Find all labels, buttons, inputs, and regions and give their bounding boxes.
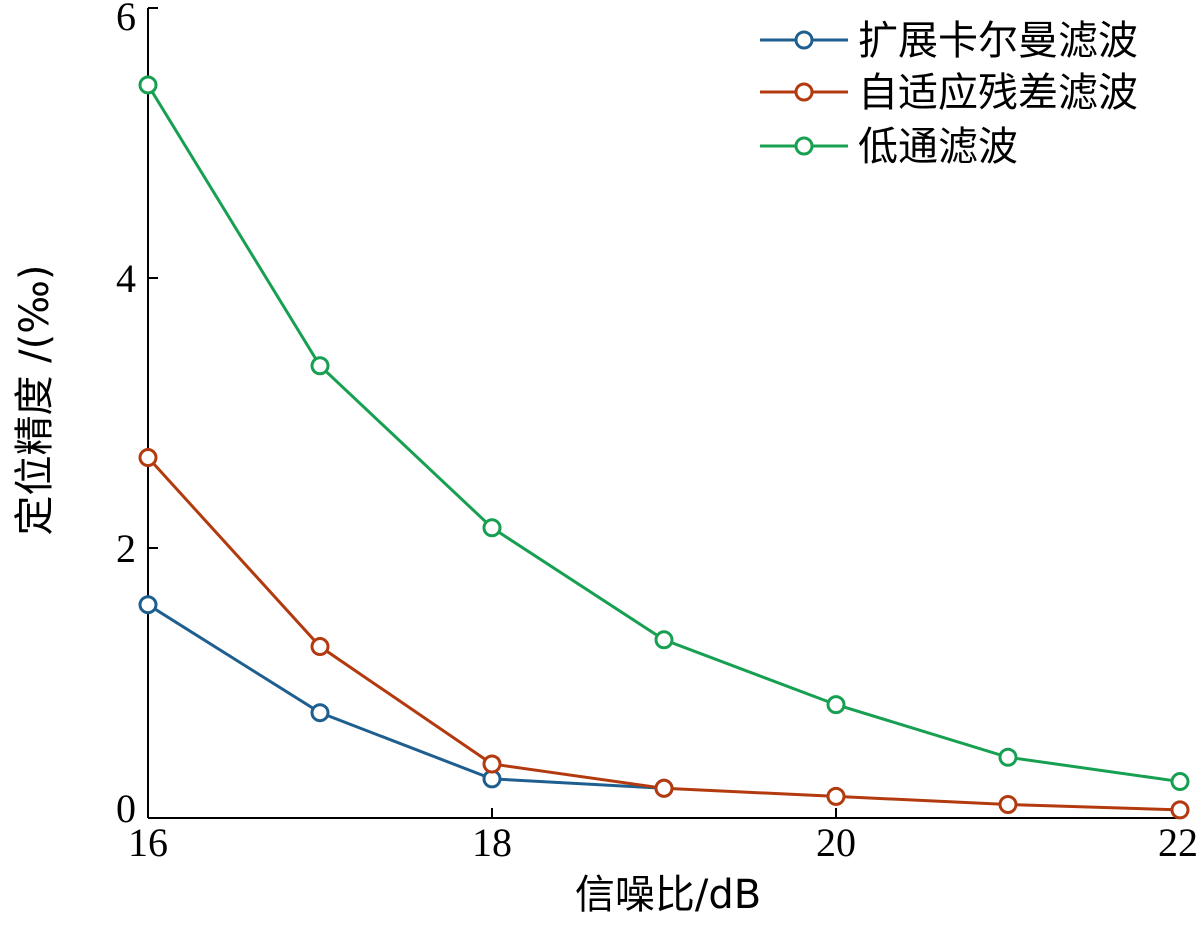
y-ticks: 0 2 4 6 [116, 0, 158, 831]
series-line [147, 603, 665, 790]
data-point [482, 518, 502, 538]
y-tick-label: 4 [116, 256, 136, 301]
axes [147, 8, 1180, 819]
data-point [1170, 800, 1190, 820]
y-tick-label: 2 [116, 526, 136, 571]
data-point [654, 778, 674, 798]
y-tick-label: 0 [116, 786, 136, 831]
legend-label: 自适应残差滤波 [858, 70, 1138, 116]
x-axis-title: 信噪比/dB [575, 872, 761, 918]
data-point [998, 795, 1018, 814]
data-point [310, 637, 330, 657]
data-point [826, 695, 846, 715]
legend-item-2: 低通滤波 [760, 124, 1018, 170]
data-point [998, 747, 1018, 767]
x-tick-label: 18 [472, 820, 512, 865]
data-point [1170, 772, 1190, 792]
legend-label: 低通滤波 [858, 124, 1018, 170]
data-point [138, 595, 158, 615]
legend-marker [794, 136, 814, 156]
series-line [146, 84, 1181, 784]
series-1 [138, 448, 1190, 820]
legend-marker [794, 82, 814, 102]
data-point [482, 754, 502, 774]
legend: 扩展卡尔曼滤波 自适应残差滤波 低通滤波 [760, 18, 1138, 170]
series-2 [138, 75, 1190, 792]
y-axis-title: 定位精度 /(‰) [12, 264, 58, 535]
series-layer [138, 75, 1190, 820]
series-0 [138, 595, 674, 798]
y-tick-label: 6 [116, 0, 136, 39]
x-tick-label: 22 [1158, 820, 1198, 865]
data-point [138, 448, 158, 468]
data-point [310, 356, 330, 376]
x-ticks: 16 18 20 22 [128, 808, 1198, 865]
data-point [138, 75, 158, 95]
x-tick-label: 16 [128, 820, 168, 865]
legend-label: 扩展卡尔曼滤波 [858, 18, 1138, 64]
legend-item-0: 扩展卡尔曼滤波 [760, 18, 1138, 64]
data-point [654, 630, 674, 650]
legend-marker [794, 30, 814, 50]
x-tick-label: 20 [816, 820, 856, 865]
legend-item-1: 自适应残差滤波 [760, 70, 1138, 116]
data-point [310, 703, 330, 723]
data-point [826, 786, 846, 806]
